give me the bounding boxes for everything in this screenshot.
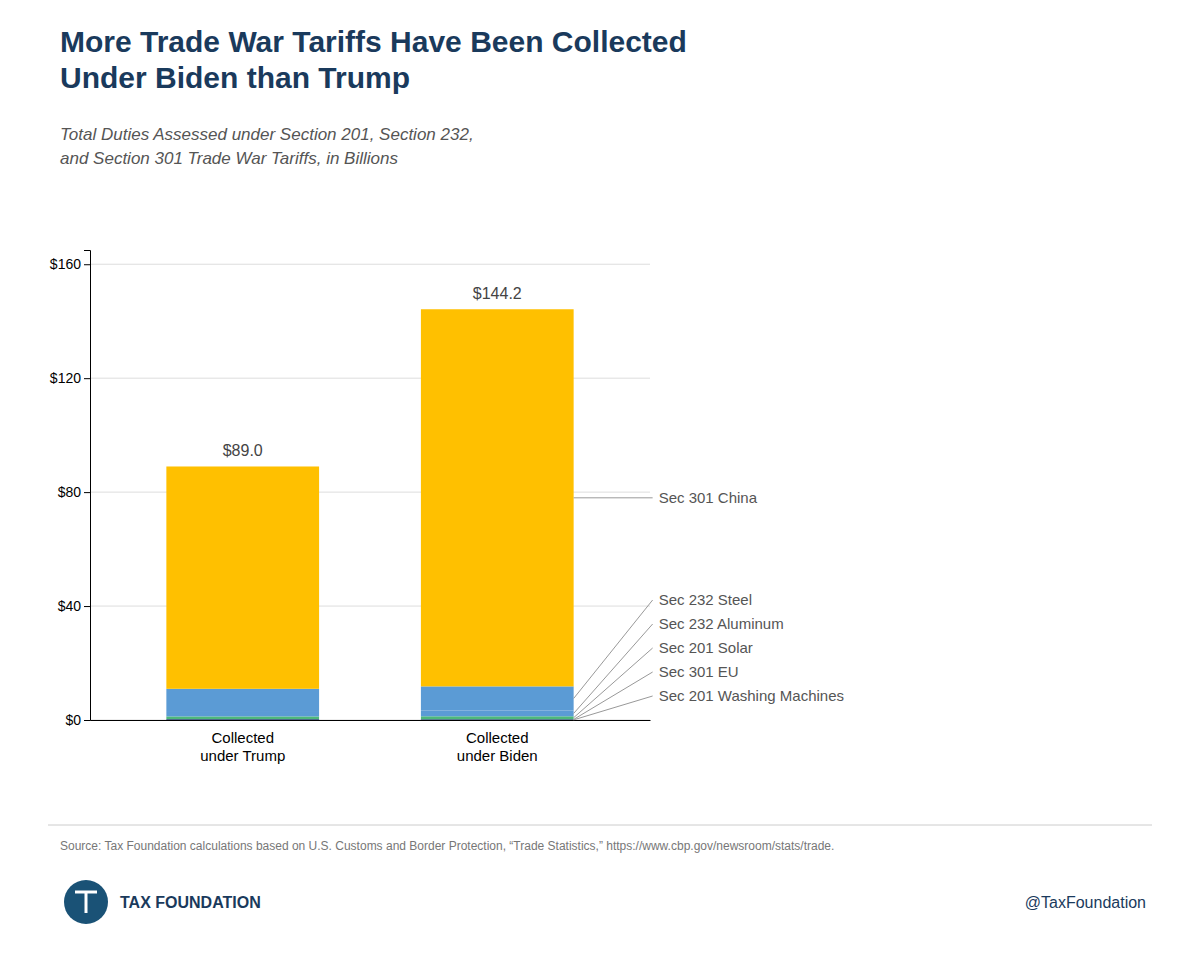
x-tick: Collectedunder Trump [200, 729, 285, 764]
bar-segment [421, 716, 574, 719]
total-label: $89.0 [223, 442, 263, 459]
bar-segment [166, 466, 319, 688]
bar-segment [166, 716, 319, 719]
bar-segment [421, 686, 574, 710]
y-tick-label: $0 [65, 712, 81, 728]
total-labels: $89.0 $144.2 [223, 285, 522, 459]
y-tick: $40 [58, 598, 90, 614]
title: More Trade War Tariffs Have Been Collect… [60, 25, 687, 94]
grid-line [90, 264, 650, 265]
y-tick: $160 [50, 256, 90, 272]
x-axis-line [91, 720, 651, 721]
x-tick: Collectedunder Biden [457, 729, 538, 764]
y-tick-mark [84, 606, 90, 607]
bar-segment [421, 711, 574, 717]
series [166, 719, 573, 720]
y-axis: $0 $40 $80 $120 $160 [50, 251, 91, 728]
annotation: Sec 301 EU [659, 663, 739, 680]
logo-text: TAX FOUNDATION [120, 894, 261, 911]
total-label: $144.2 [473, 285, 522, 302]
bar-segment [421, 719, 574, 720]
y-tick: $0 [65, 712, 90, 728]
bar-segment [421, 309, 574, 686]
x-axis: Collectedunder Trump Collectedunder Biden [91, 721, 651, 764]
series [166, 716, 573, 719]
annotation-line [574, 600, 653, 698]
annotation: Sec 232 Steel [659, 591, 752, 608]
twitter-handle: @TaxFoundation [1025, 894, 1146, 911]
series [166, 711, 573, 717]
bar-segment [166, 719, 319, 720]
y-tick: $80 [58, 484, 90, 500]
y-tick-label: $120 [50, 370, 81, 386]
chart: More Trade War Tariffs Have Been Collect… [0, 0, 1200, 960]
y-tick-label: $160 [50, 256, 81, 272]
y-tick-label: $40 [58, 598, 82, 614]
y-tick-mark [84, 720, 90, 721]
grid-line [90, 720, 650, 721]
annotation-line [574, 497, 653, 498]
logo [64, 880, 108, 924]
annotation-line [574, 624, 653, 713]
y-tick-mark [84, 378, 90, 379]
separator [48, 825, 1152, 826]
y-tick-mark [84, 492, 90, 493]
x-tick-label: Collectedunder Biden [457, 729, 538, 764]
subtitle: Total Duties Assessed under Section 201,… [60, 125, 474, 168]
series [166, 686, 573, 711]
annotations: Sec 201 Washing Machines Sec 301 EU Sec 20… [574, 489, 844, 720]
annotation-line [574, 648, 653, 718]
grid [90, 264, 650, 720]
annotation: Sec 201 Solar [659, 639, 753, 656]
series [166, 309, 573, 689]
y-tick: $120 [50, 370, 90, 386]
bars [166, 309, 573, 720]
annotation: Sec 301 China [659, 489, 758, 506]
y-tick-label: $80 [58, 484, 82, 500]
y-tick-mark [84, 264, 90, 265]
annotation-line [574, 672, 653, 719]
annotation: Sec 201 Washing Machines [659, 687, 844, 704]
bar-segment [166, 711, 319, 716]
y-axis-line [84, 251, 91, 721]
bar-segment [166, 689, 319, 711]
logo-mark [85, 892, 88, 913]
logo-circle [64, 880, 108, 924]
x-tick-label: Collectedunder Trump [200, 729, 285, 764]
plot: $0$40$80$120$160Collectedunder TrumpColl… [50, 251, 844, 764]
annotation: Sec 232 Aluminum [659, 615, 784, 632]
source: Source: Tax Foundation calculations base… [60, 839, 834, 853]
